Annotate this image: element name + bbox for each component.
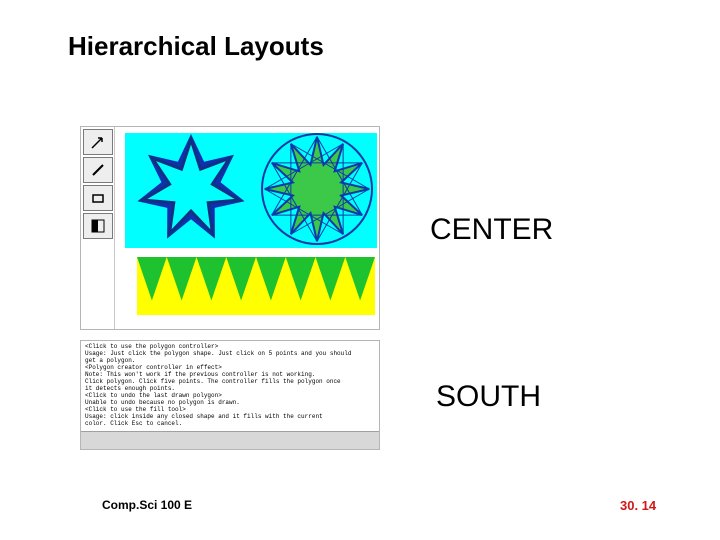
arrow-icon (90, 134, 106, 150)
footer-page-number: 30. 14 (620, 498, 656, 513)
arrow-tool-button[interactable] (83, 129, 113, 155)
slide-title: Hierarchical Layouts (68, 31, 324, 62)
line-icon (90, 162, 106, 178)
south-screenshot: <Click to use the polygon controller> Us… (80, 340, 380, 450)
drawing-toolbar (81, 127, 115, 329)
line-tool-button[interactable] (83, 157, 113, 183)
polygon-icon (90, 190, 106, 206)
footer-course: Comp.Sci 100 E (102, 498, 192, 512)
status-bar (81, 431, 379, 449)
console-text: <Click to use the polygon controller> Us… (81, 341, 379, 431)
canvas-svg (115, 127, 381, 331)
fill-tool-button[interactable] (83, 213, 113, 239)
polygon-tool-button[interactable] (83, 185, 113, 211)
drawing-canvas (115, 127, 379, 329)
south-label: SOUTH (436, 380, 541, 414)
slide: Hierarchical Layouts CENTER SOUTH Comp.S… (0, 0, 720, 540)
center-screenshot (80, 126, 380, 330)
fill-icon (90, 218, 106, 234)
center-label: CENTER (430, 213, 553, 247)
